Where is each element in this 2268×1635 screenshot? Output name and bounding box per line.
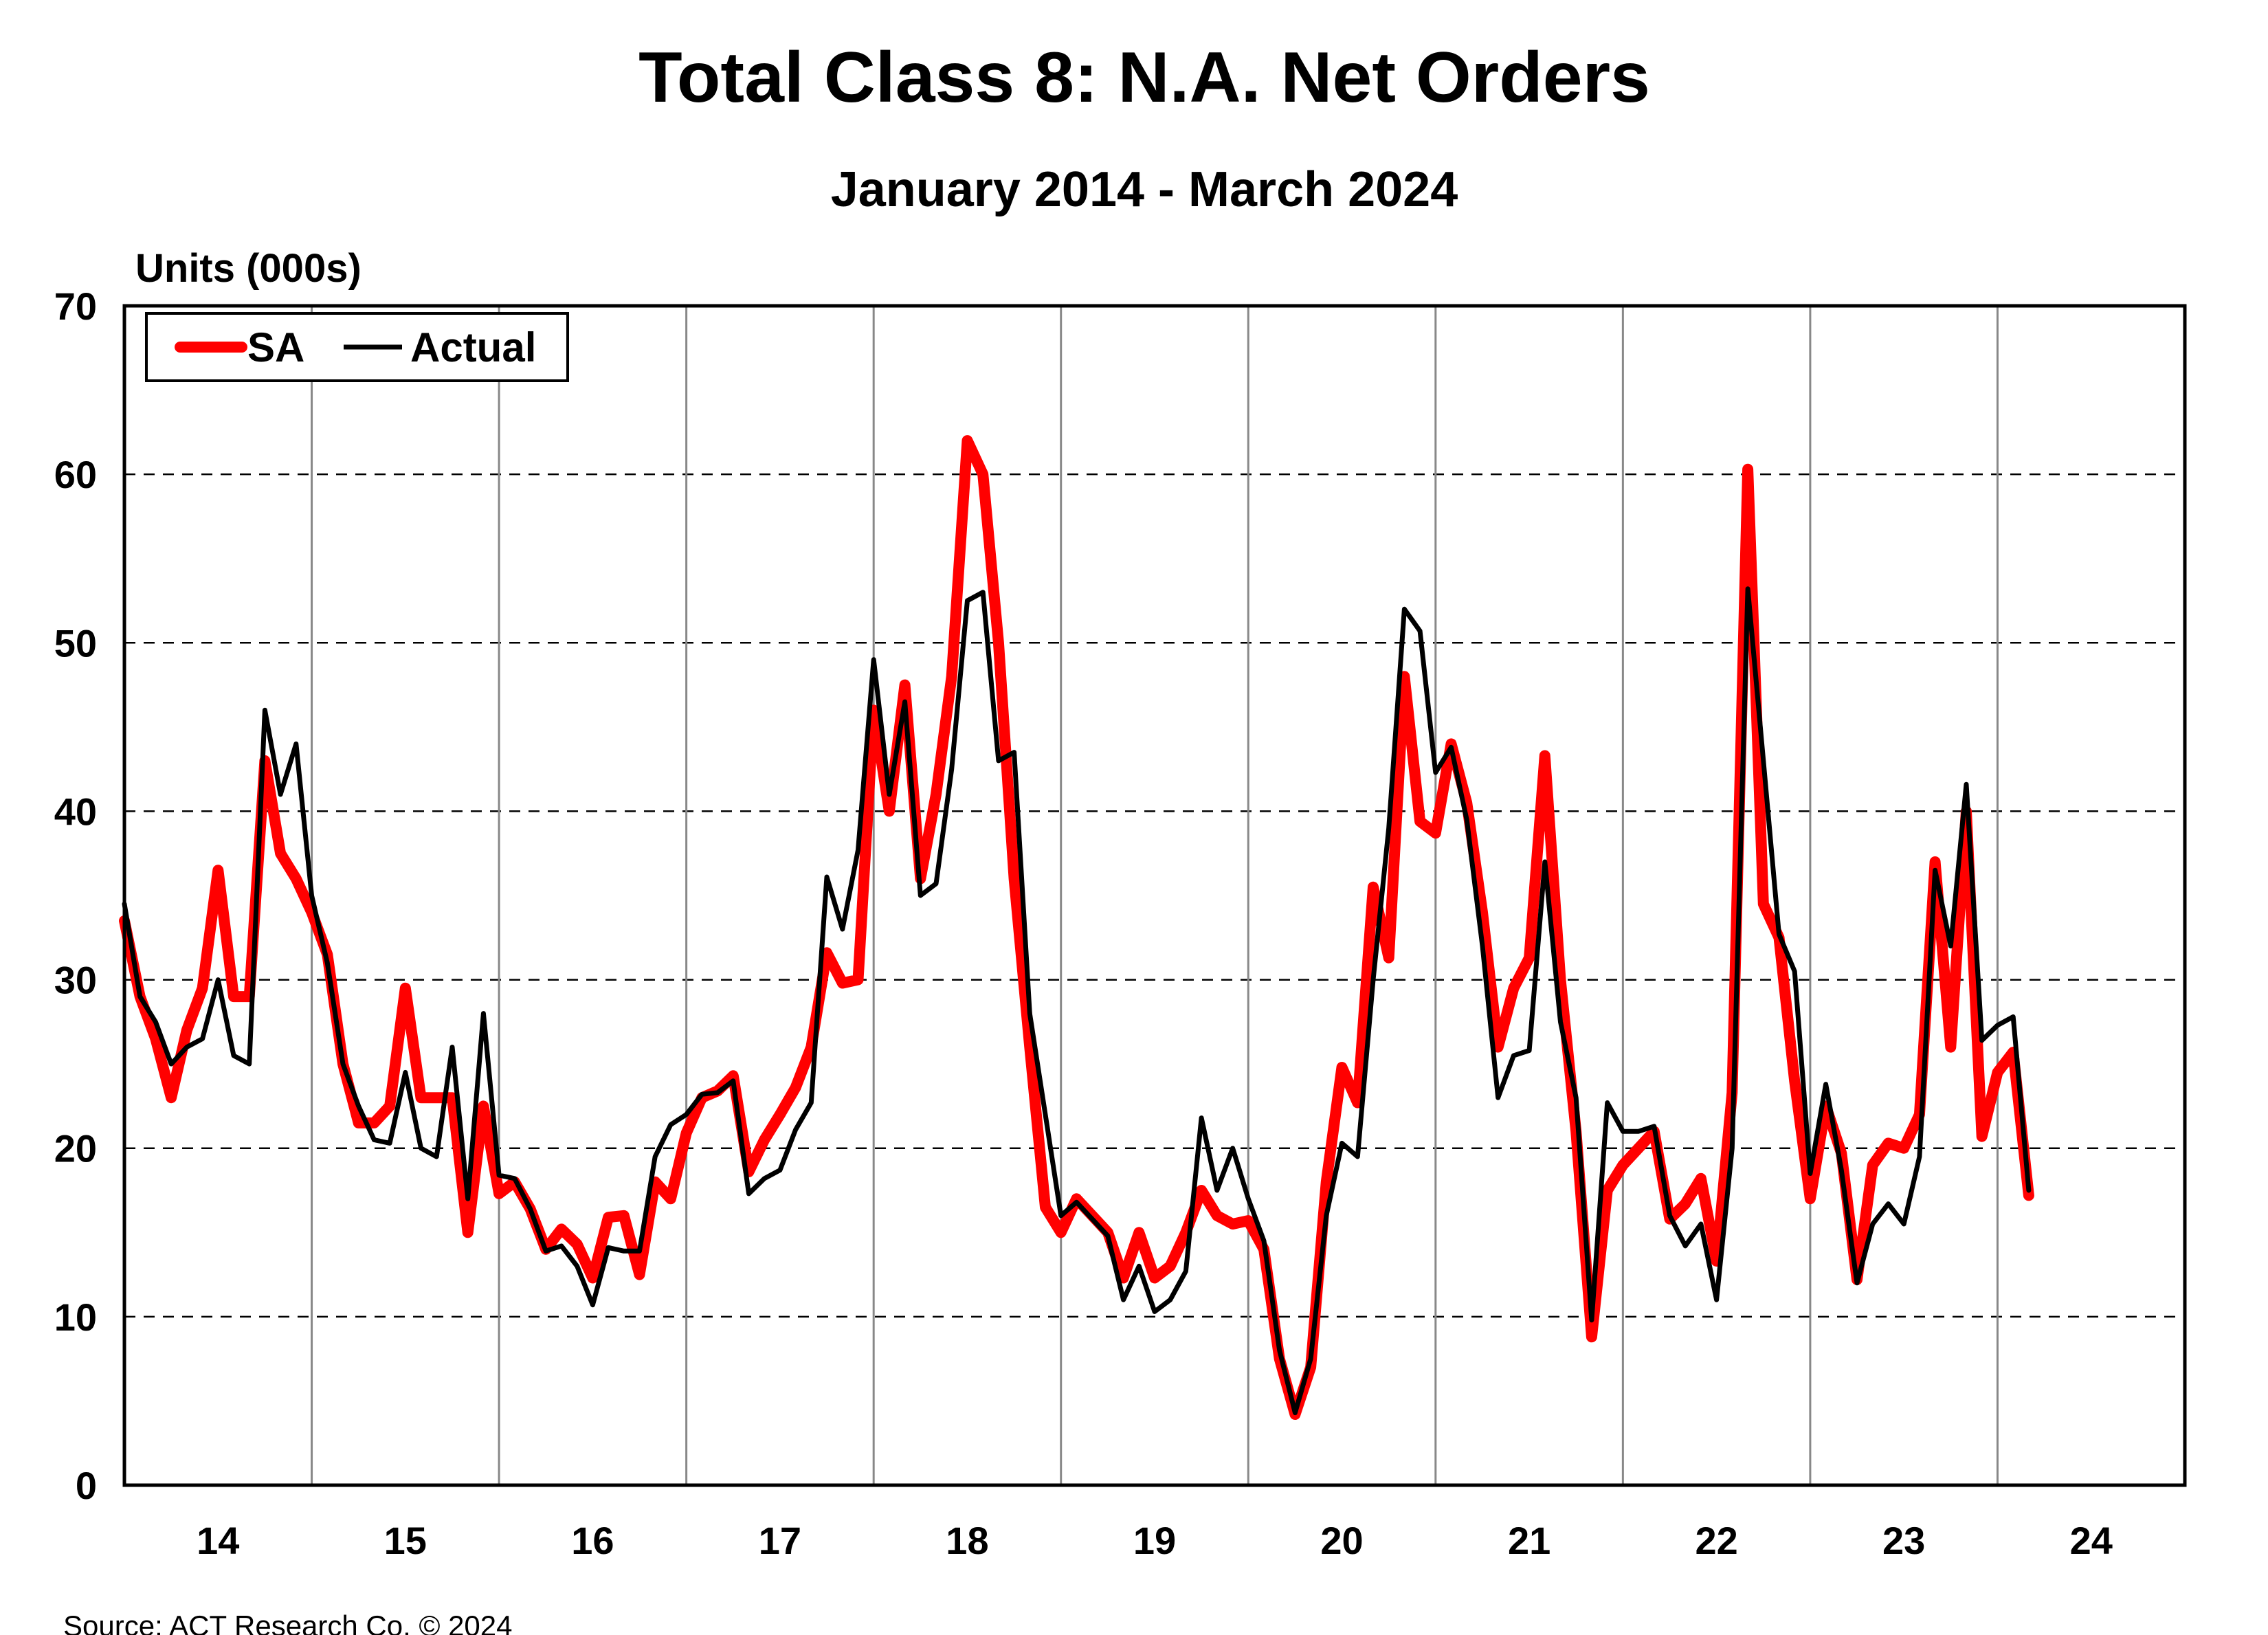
y-tick-label: 40 (54, 790, 97, 833)
y-axis-label: Units (000s) (135, 246, 362, 291)
x-tick-label: 16 (571, 1519, 614, 1562)
x-tick-label: 21 (1508, 1519, 1550, 1562)
y-tick-label: 50 (54, 621, 97, 665)
x-tick-label: 14 (197, 1519, 239, 1562)
x-tick-label: 24 (2070, 1519, 2113, 1562)
legend-label-sa: SA (247, 324, 304, 370)
grid (124, 306, 2185, 1485)
y-tick-label: 60 (54, 453, 97, 496)
y-tick-label: 10 (54, 1295, 97, 1339)
x-tick-labels: 14 15 16 17 18 19 20 21 22 23 24 (197, 1519, 2113, 1562)
x-tick-label: 22 (1695, 1519, 1737, 1562)
series-line-sa (119, 435, 2034, 1420)
x-tick-label: 15 (384, 1519, 427, 1562)
series-line-actual (122, 586, 2032, 1416)
x-tick-label: 23 (1882, 1519, 1925, 1562)
source-note: Source: ACT Research Co. © 2024 (63, 1610, 513, 1635)
x-tick-label: 20 (1320, 1519, 1363, 1562)
series-group (119, 435, 2034, 1420)
y-tick-label: 70 (54, 285, 97, 328)
y-tick-labels: 0 10 20 30 40 50 60 70 (54, 285, 97, 1507)
legend-label-actual: Actual (410, 324, 536, 370)
y-tick-label: 20 (54, 1127, 97, 1170)
plot-frame (122, 304, 2187, 1487)
legend: SA Actual (145, 312, 569, 382)
y-tick-label: 30 (54, 959, 97, 1002)
y-tick-label: 0 (76, 1464, 97, 1507)
chart-title: Total Class 8: N.A. Net Orders (638, 38, 1650, 118)
x-tick-label: 18 (946, 1519, 988, 1562)
x-tick-label: 17 (759, 1519, 801, 1562)
chart-subtitle: January 2014 - March 2024 (831, 162, 1458, 217)
x-tick-label: 19 (1133, 1519, 1176, 1562)
